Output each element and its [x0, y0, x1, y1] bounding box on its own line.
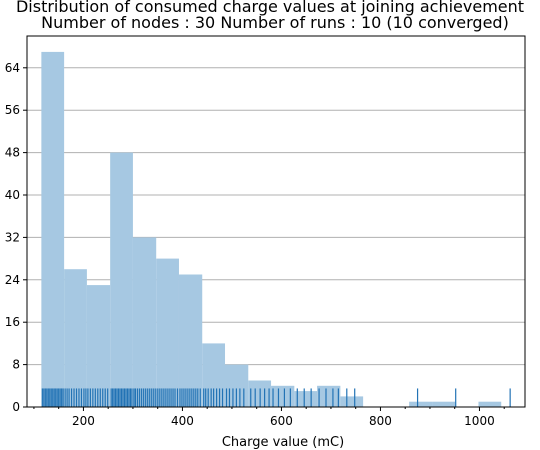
y-tick-label-48: 48	[5, 146, 20, 160]
x-tick-label-1000: 1000	[464, 414, 495, 428]
x-axis-label: Charge value (mC)	[222, 435, 344, 450]
histogram-bar-4	[132, 237, 157, 407]
x-tick-label-200: 200	[72, 414, 95, 428]
histogram-bar-3	[110, 152, 133, 407]
y-tick-label-32: 32	[5, 230, 20, 244]
y-tick-label-16: 16	[5, 315, 20, 329]
histogram-bar-16	[409, 401, 433, 407]
rug-marks	[41, 388, 511, 407]
chart-subtitle: Number of nodes : 30 Number of runs : 10…	[41, 13, 509, 32]
histogram-bar-8	[225, 364, 249, 407]
histogram-bar-12	[317, 385, 341, 407]
histogram-bars	[41, 51, 502, 408]
histogram-bar-2	[86, 285, 111, 407]
plot-frame	[26, 35, 526, 408]
x-tick-label-400: 400	[171, 414, 194, 428]
y-tick-label-56: 56	[5, 103, 20, 117]
histogram-bar-1	[64, 269, 87, 407]
y-tick-label-40: 40	[5, 188, 20, 202]
histogram-bar-10	[271, 385, 295, 407]
x-tick-label-600: 600	[270, 414, 293, 428]
histogram-bar-17	[432, 401, 456, 407]
gridlines	[27, 67, 525, 366]
histogram-bar-6	[178, 274, 203, 407]
y-axis-ticks: 0 8 16 24 32 40 48 56 64	[5, 61, 27, 414]
histogram-bar-5	[156, 258, 179, 407]
chart-title: Distribution of consumed charge values a…	[16, 0, 524, 16]
histogram-bar-19	[478, 401, 502, 407]
y-tick-label-64: 64	[5, 61, 20, 75]
x-axis-ticks: 200 400 600 800 1000	[33, 407, 505, 428]
y-tick-label-8: 8	[12, 358, 20, 372]
y-tick-label-24: 24	[5, 273, 20, 287]
y-tick-label-0: 0	[12, 400, 20, 414]
histogram-bar-13	[340, 396, 364, 407]
histogram-bar-0	[41, 51, 65, 408]
x-tick-label-800: 800	[369, 414, 392, 428]
